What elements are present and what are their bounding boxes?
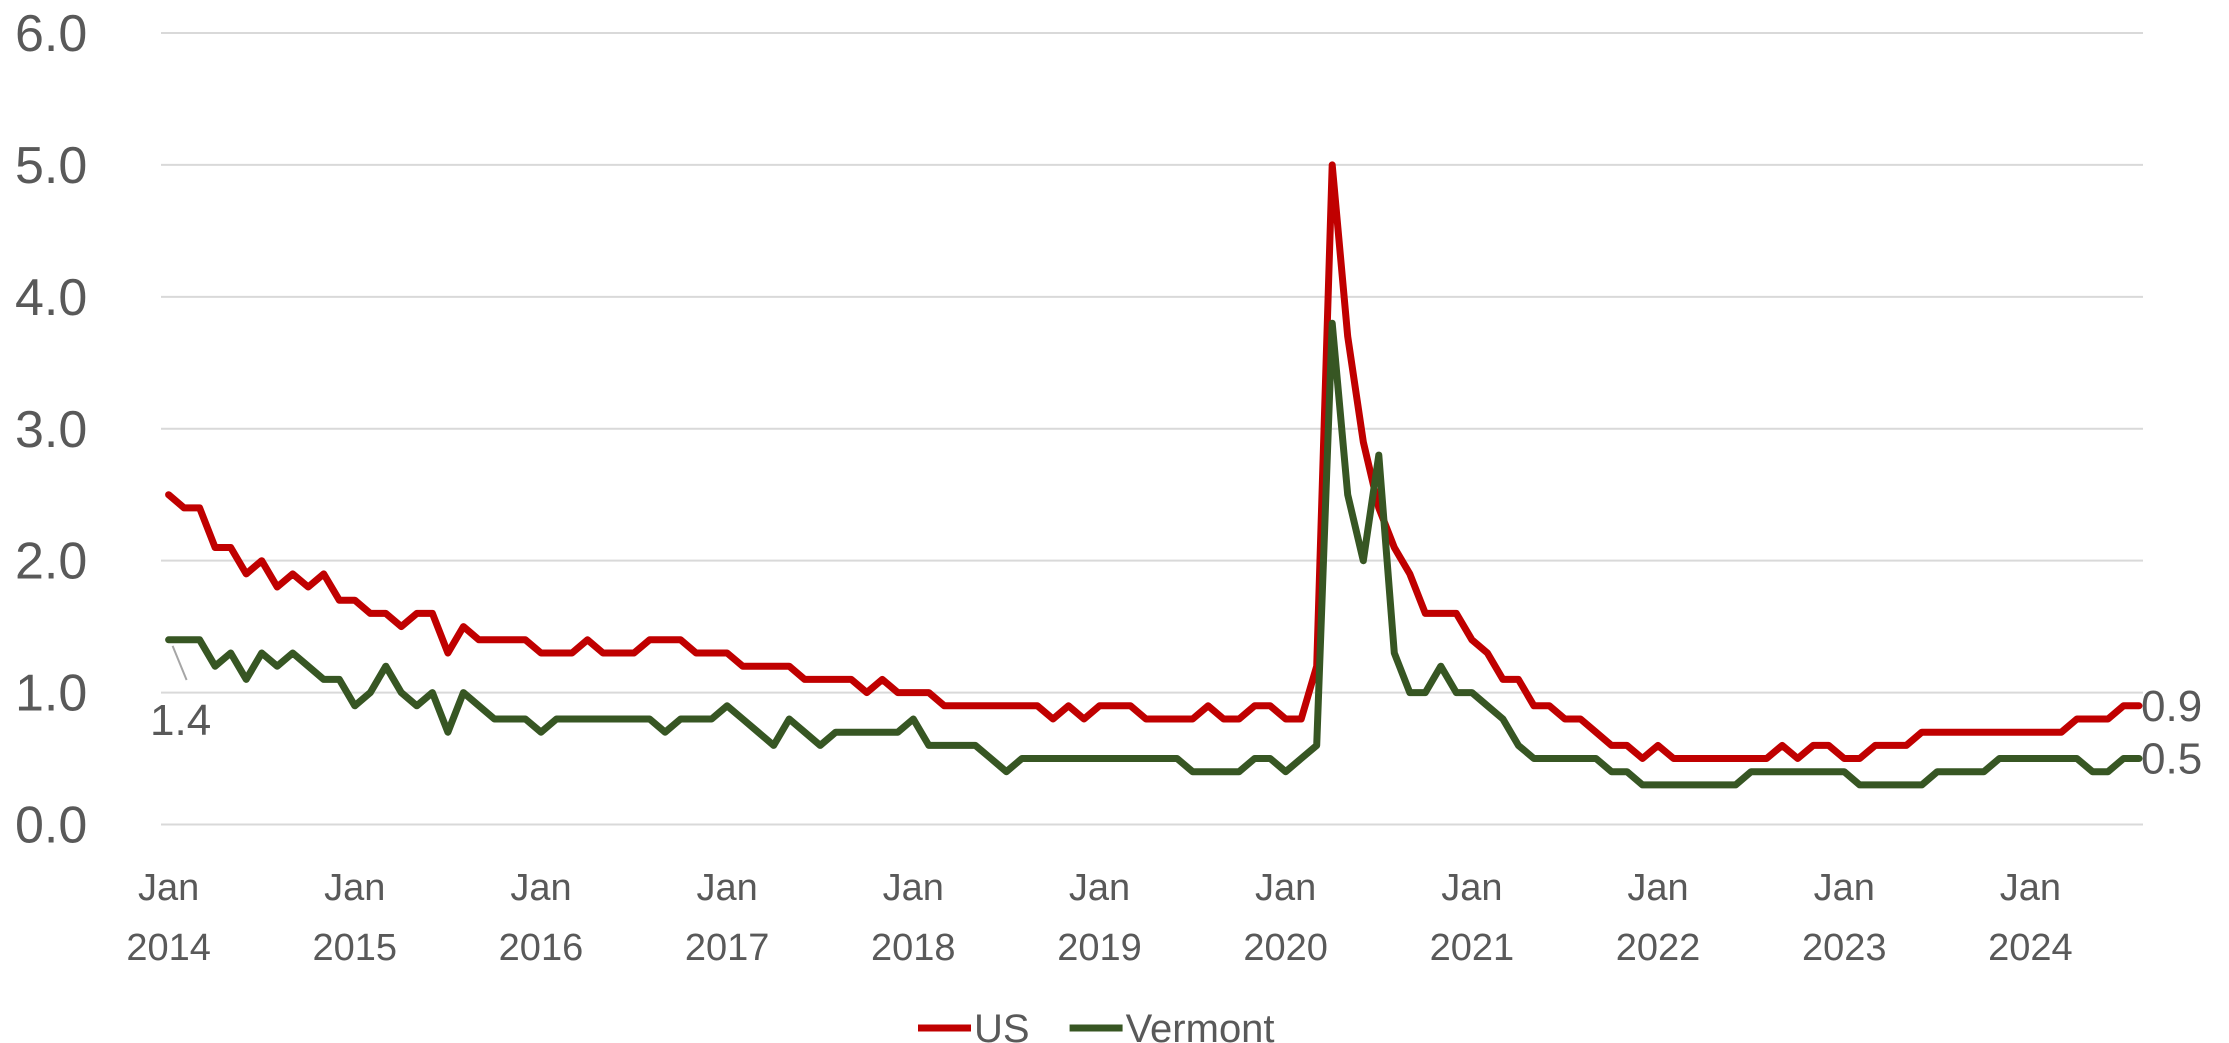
x-tick-label: Jan 2024 — [1988, 867, 2073, 969]
y-tick-label: 5.0 — [15, 137, 87, 195]
leader-line — [171, 645, 188, 681]
data-label: 0.5 — [2141, 735, 2202, 784]
x-tick-label: Jan 2014 — [126, 867, 211, 969]
y-tick-label: 3.0 — [15, 401, 87, 459]
data-label: 1.4 — [150, 696, 211, 745]
x-tick-label: Jan 2017 — [685, 867, 770, 969]
x-tick-label: Jan 2021 — [1430, 867, 1515, 969]
y-tick-label: 6.0 — [15, 5, 87, 63]
legend-label: US — [974, 1007, 1030, 1043]
x-tick-label: Jan 2022 — [1616, 867, 1701, 969]
y-tick-label: 4.0 — [15, 269, 87, 327]
y-tick-label: 0.0 — [15, 797, 87, 855]
y-tick-label: 2.0 — [15, 533, 87, 591]
x-tick-label: Jan 2018 — [871, 867, 956, 969]
x-tick-label: Jan 2016 — [499, 867, 584, 969]
legend-label: Vermont — [1126, 1007, 1275, 1043]
x-tick-label: Jan 2023 — [1802, 867, 1887, 969]
x-tick-label: Jan 2015 — [313, 867, 398, 969]
data-label: 0.9 — [2141, 682, 2202, 731]
line-series — [165, 161, 2143, 762]
x-tick-label: Jan 2019 — [1057, 867, 1142, 969]
x-tick-label: Jan 2020 — [1243, 867, 1328, 969]
y-tick-label: 1.0 — [15, 665, 87, 723]
line-series — [165, 319, 2143, 789]
